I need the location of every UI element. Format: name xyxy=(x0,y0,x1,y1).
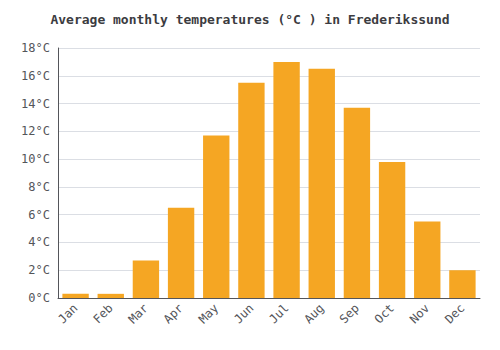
svg-text:Jul: Jul xyxy=(266,301,291,326)
svg-text:10°C: 10°C xyxy=(21,152,50,166)
svg-text:18°C: 18°C xyxy=(21,41,50,55)
svg-text:Sep: Sep xyxy=(337,301,362,326)
svg-text:Mar: Mar xyxy=(126,301,151,326)
svg-text:Average monthly temperatures (: Average monthly temperatures (°C ) in Fr… xyxy=(50,12,449,27)
svg-text:Jun: Jun xyxy=(231,301,256,326)
svg-text:Aug: Aug xyxy=(301,301,326,326)
svg-text:Jan: Jan xyxy=(55,301,80,326)
svg-text:Dec: Dec xyxy=(442,301,467,326)
svg-text:2°C: 2°C xyxy=(28,263,50,277)
svg-text:Oct: Oct xyxy=(372,301,397,326)
svg-text:4°C: 4°C xyxy=(28,235,50,249)
svg-text:May: May xyxy=(196,301,221,326)
svg-text:12°C: 12°C xyxy=(21,124,50,138)
svg-text:16°C: 16°C xyxy=(21,69,50,83)
svg-text:Nov: Nov xyxy=(407,301,432,326)
svg-text:Apr: Apr xyxy=(161,301,186,326)
svg-text:0°C: 0°C xyxy=(28,291,50,305)
svg-text:14°C: 14°C xyxy=(21,97,50,111)
svg-text:8°C: 8°C xyxy=(28,180,50,194)
svg-text:Feb: Feb xyxy=(90,301,115,326)
svg-text:6°C: 6°C xyxy=(28,208,50,222)
